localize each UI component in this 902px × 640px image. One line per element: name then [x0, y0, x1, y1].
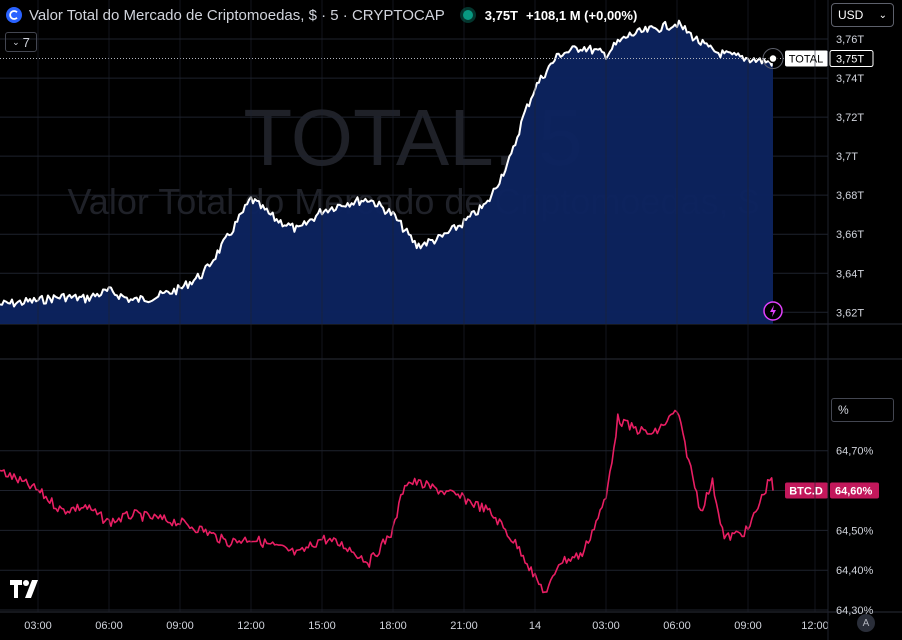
y-tick-label: 64,40% [836, 565, 874, 577]
y-tick-label: 3,68T [836, 190, 864, 202]
last-value-label: 64,60% [835, 486, 873, 498]
x-tick-label: 03:00 [592, 620, 620, 632]
x-tick-label: 12:00 [801, 620, 829, 632]
symbol-title[interactable]: Valor Total do Mercado de Criptomoedas, … [29, 6, 445, 24]
series-label: TOTAL [789, 54, 823, 66]
currency-select[interactable]: USD ⌄ [831, 3, 894, 27]
y-tick-label: 3,64T [836, 268, 864, 280]
price-change: +108,1 M (+0,00%) [526, 7, 638, 23]
y-tick-label: 64,70% [836, 446, 874, 458]
series-label-box [785, 50, 828, 67]
last-value-box [829, 50, 874, 68]
y-tick-label: 3,62T [836, 307, 864, 319]
tradingview-logo-icon[interactable] [10, 580, 42, 603]
x-tick-label: 14 [529, 620, 541, 632]
chevron-down-icon: ⌄ [878, 9, 887, 21]
last-point-marker [768, 53, 778, 64]
area-fill [0, 20, 773, 324]
lightning-glyph [770, 305, 776, 317]
last-point-ring [762, 48, 784, 70]
x-tick-label: 06:00 [95, 620, 123, 632]
percent-scale-box[interactable]: % [831, 398, 894, 422]
y-tick-label: 3,74T [836, 73, 864, 85]
last-value-box [830, 482, 879, 499]
btcd-series-line [0, 409, 774, 594]
auto-scale-button[interactable]: A [857, 614, 875, 632]
chart-header: Valor Total do Mercado de Criptomoedas, … [0, 0, 637, 30]
last-price: 3,75T [484, 7, 518, 23]
x-tick-label: 21:00 [450, 620, 478, 632]
x-tick-label: 12:00 [237, 620, 265, 632]
total-series-line [0, 19, 774, 308]
y-tick-label: 3,7T [836, 151, 858, 163]
series-label: BTC.D [789, 486, 823, 498]
unit-label: % [838, 403, 849, 417]
x-tick-label: 06:00 [663, 620, 691, 632]
currency-label: USD [838, 8, 864, 22]
indicators-toggle-button[interactable]: ⌄ 7 [5, 32, 37, 52]
y-tick-label: 3,76T [836, 34, 864, 46]
x-tick-label: 18:00 [379, 620, 407, 632]
last-value-label: 3,75T [836, 54, 864, 66]
y-tick-label: 64,50% [836, 525, 874, 537]
x-tick-label: 15:00 [308, 620, 336, 632]
indicators-count: 7 [22, 34, 30, 50]
y-tick-label: 3,72T [836, 112, 864, 124]
x-tick-label: 09:00 [734, 620, 762, 632]
x-tick-label: 03:00 [24, 620, 52, 632]
chevron-down-icon: ⌄ [12, 36, 20, 47]
market-status-icon[interactable] [462, 10, 473, 20]
y-tick-label: 3,66T [836, 229, 864, 241]
series-label-box [785, 482, 828, 499]
symbol-icon[interactable] [6, 7, 22, 23]
x-tick-label: 09:00 [166, 620, 194, 632]
